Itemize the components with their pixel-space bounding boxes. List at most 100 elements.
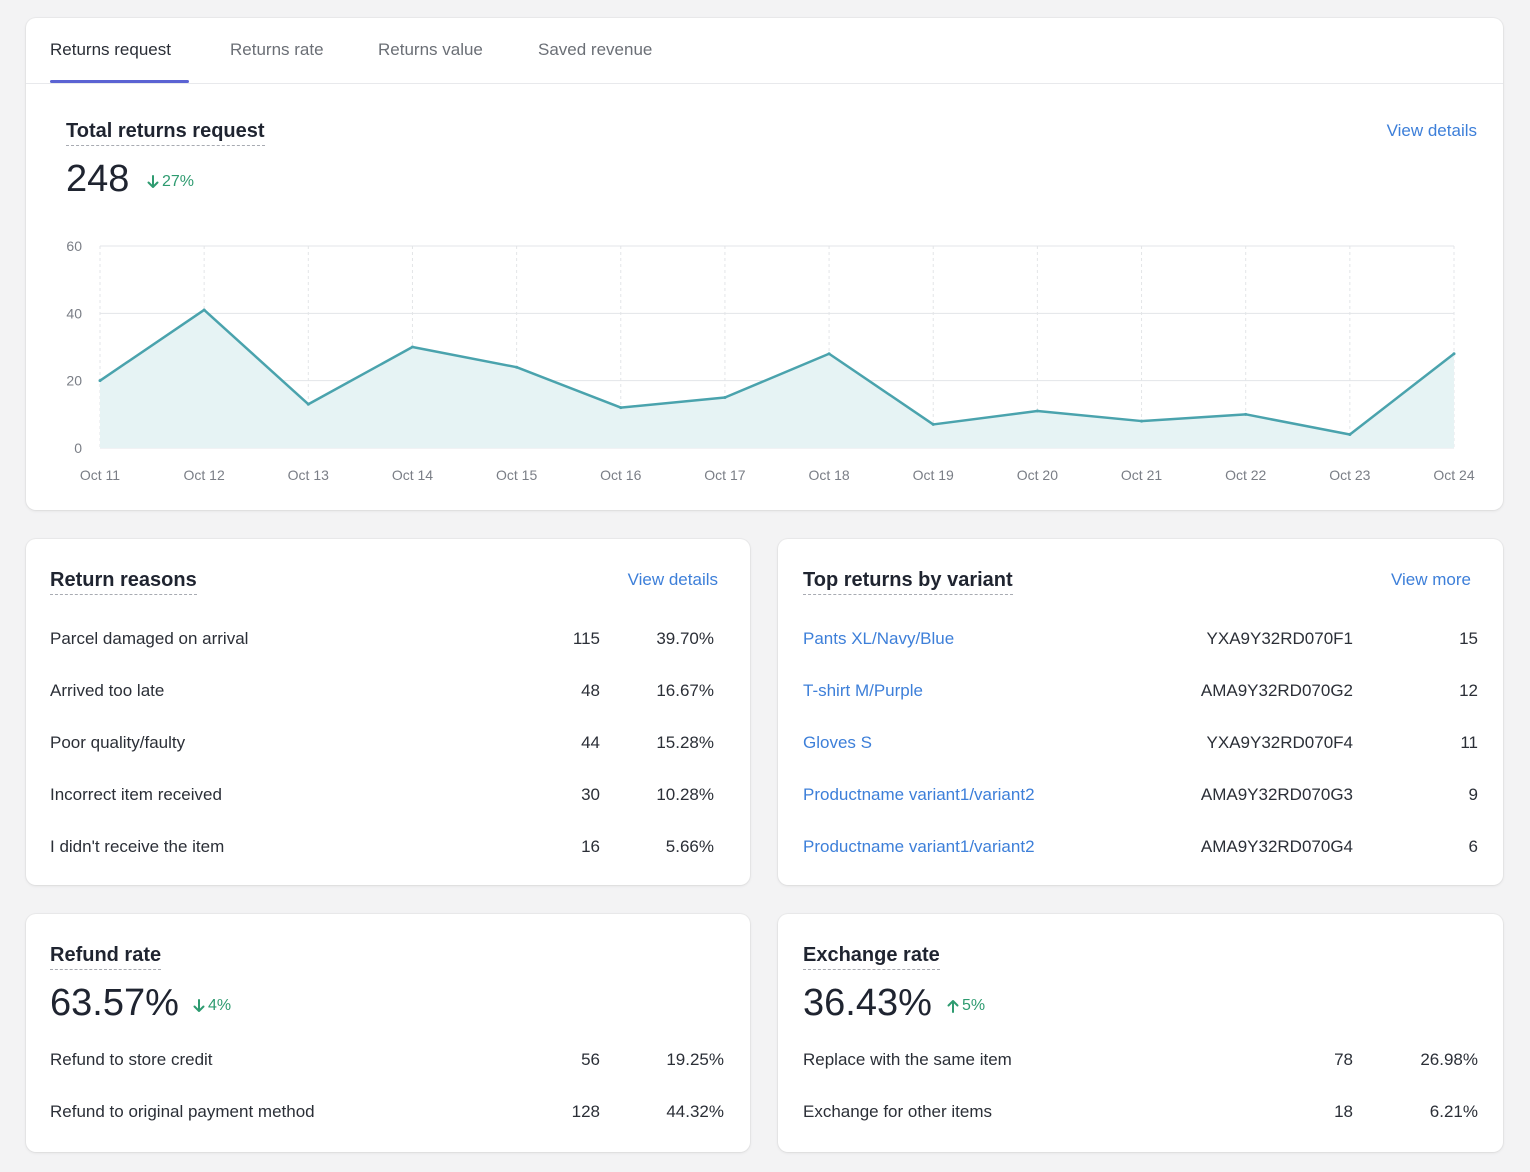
exchange-rate-title: Exchange rate <box>803 944 940 970</box>
refund-method-percent: 19.25% <box>666 1050 724 1069</box>
reason-percent: 10.28% <box>656 785 714 804</box>
variant-count: 6 <box>1468 837 1478 856</box>
data-point <box>98 379 102 383</box>
x-tick-label: Oct 13 <box>288 467 329 483</box>
total-returns-delta: 27% <box>146 173 194 191</box>
x-tick-label: Oct 17 <box>704 467 745 483</box>
data-point <box>1244 412 1248 416</box>
tab-saved-revenue[interactable]: Saved revenue <box>538 40 653 59</box>
variant-sku: YXA9Y32RD070F4 <box>1206 733 1353 752</box>
refund-rate-card: Refund rate 63.57% 4% Refund to store cr… <box>26 914 750 1152</box>
variant-sku: AMA9Y32RD070G4 <box>1200 837 1353 856</box>
exchange-rate-delta: 5% <box>946 997 985 1015</box>
return-reasons-card: Return reasons View details Parcel damag… <box>26 539 750 885</box>
data-point <box>827 352 831 356</box>
reason-percent: 39.70% <box>656 629 714 648</box>
variant-link[interactable]: T-shirt M/Purple <box>803 681 923 700</box>
total-returns-value: 248 <box>66 158 130 200</box>
x-tick-label: Oct 19 <box>913 467 954 483</box>
reason-label: Parcel damaged on arrival <box>50 629 249 648</box>
reason-percent: 5.66% <box>665 837 714 856</box>
variant-count: 9 <box>1468 785 1478 804</box>
x-tick-label: Oct 12 <box>184 467 225 483</box>
variant-sku: YXA9Y32RD070F1 <box>1206 629 1353 648</box>
top-variants-title: Top returns by variant <box>803 569 1013 595</box>
exchange-option-percent: 6.21% <box>1429 1102 1478 1121</box>
returns-overview-card: Returns request Returns rate Returns val… <box>26 18 1503 510</box>
return-reasons-view-details-link[interactable]: View details <box>627 570 718 589</box>
refund-rate-title: Refund rate <box>50 944 162 970</box>
reason-count: 44 <box>581 733 600 752</box>
arrow-down-icon <box>193 999 205 1012</box>
data-point <box>931 422 935 426</box>
x-tick-label: Oct 21 <box>1121 467 1162 483</box>
refund-method-label: Refund to store credit <box>50 1050 213 1069</box>
y-tick-label: 0 <box>74 440 82 456</box>
reason-count: 30 <box>581 785 600 804</box>
exchange-option-count: 18 <box>1334 1102 1353 1121</box>
total-returns-title: Total returns request <box>66 120 265 146</box>
x-tick-label: Oct 23 <box>1329 467 1370 483</box>
variant-link[interactable]: Productname variant1/variant2 <box>803 785 1035 804</box>
reason-label: I didn't receive the item <box>50 837 225 856</box>
arrow-down-icon <box>147 175 159 188</box>
refund-method-label: Refund to original payment method <box>50 1102 315 1121</box>
reason-label: Arrived too late <box>50 681 165 700</box>
y-tick-label: 20 <box>66 373 82 389</box>
exchange-rate-card: Exchange rate 36.43% 5% Replace with the… <box>778 914 1503 1152</box>
delta-value: 27% <box>162 173 195 190</box>
reason-label: Incorrect item received <box>50 785 222 804</box>
x-tick-label: Oct 15 <box>496 467 537 483</box>
variant-count: 12 <box>1459 681 1478 700</box>
reason-percent: 16.67% <box>656 681 714 700</box>
refund-method-count: 56 <box>581 1050 600 1069</box>
active-tab-indicator <box>50 80 189 83</box>
x-tick-label: Oct 22 <box>1225 467 1266 483</box>
view-more-link[interactable]: View more <box>1391 570 1471 589</box>
refund-method-percent: 44.32% <box>666 1102 724 1121</box>
series-line <box>99 308 1455 436</box>
variant-sku: AMA9Y32RD070G3 <box>1200 785 1353 804</box>
tab-returns-value[interactable]: Returns value <box>378 40 483 59</box>
tab-bar: Returns request Returns rate Returns val… <box>26 18 1503 84</box>
y-tick-label: 60 <box>66 238 82 254</box>
data-point <box>515 365 519 369</box>
tab-returns-rate[interactable]: Returns rate <box>230 40 324 59</box>
refund-method-count: 128 <box>571 1102 600 1121</box>
tab-returns-request[interactable]: Returns request <box>50 40 171 59</box>
variant-count: 11 <box>1460 733 1478 752</box>
return-reasons-title: Return reasons <box>50 569 197 595</box>
data-point <box>410 345 414 349</box>
top-variants-card: Top returns by variant View more Pants X… <box>778 539 1503 885</box>
x-tick-label: Oct 20 <box>1017 467 1058 483</box>
data-point <box>1140 419 1144 423</box>
exchange-option-label: Replace with the same item <box>803 1050 1012 1069</box>
data-point <box>723 396 727 399</box>
exchange-option-percent: 26.98% <box>1420 1050 1478 1069</box>
variant-sku: AMA9Y32RD070G2 <box>1200 681 1353 700</box>
x-tick-label: Oct 14 <box>392 467 433 483</box>
reason-count: 48 <box>581 681 600 700</box>
data-point <box>1348 433 1352 437</box>
exchange-option-label: Exchange for other items <box>803 1102 992 1121</box>
reason-count: 16 <box>581 837 600 856</box>
data-point <box>1035 409 1039 413</box>
x-tick-label: Oct 11 <box>80 467 120 483</box>
returns-line-chart: 0 20 40 60 Oct 11 Oct 12 Oct 13 Oct 14 Oct 15 Oct… <box>66 238 1474 483</box>
series-area <box>100 309 1454 448</box>
x-tick-label: Oct 24 <box>1433 467 1474 483</box>
variant-link[interactable]: Pants XL/Navy/Blue <box>803 629 955 648</box>
reason-count: 115 <box>572 629 600 648</box>
y-tick-label: 40 <box>66 305 82 321</box>
data-point <box>1452 352 1456 356</box>
data-point <box>619 406 623 410</box>
refund-rate-value: 63.57% <box>50 982 179 1024</box>
variant-link[interactable]: Productname variant1/variant2 <box>803 837 1035 856</box>
variant-link[interactable]: Gloves S <box>803 733 872 752</box>
exchange-option-count: 78 <box>1334 1050 1353 1069</box>
data-point <box>306 402 310 406</box>
view-details-link[interactable]: View details <box>1386 121 1477 140</box>
exchange-rate-value: 36.43% <box>803 982 932 1024</box>
reason-percent: 15.28% <box>656 733 714 752</box>
variant-count: 15 <box>1459 629 1478 648</box>
